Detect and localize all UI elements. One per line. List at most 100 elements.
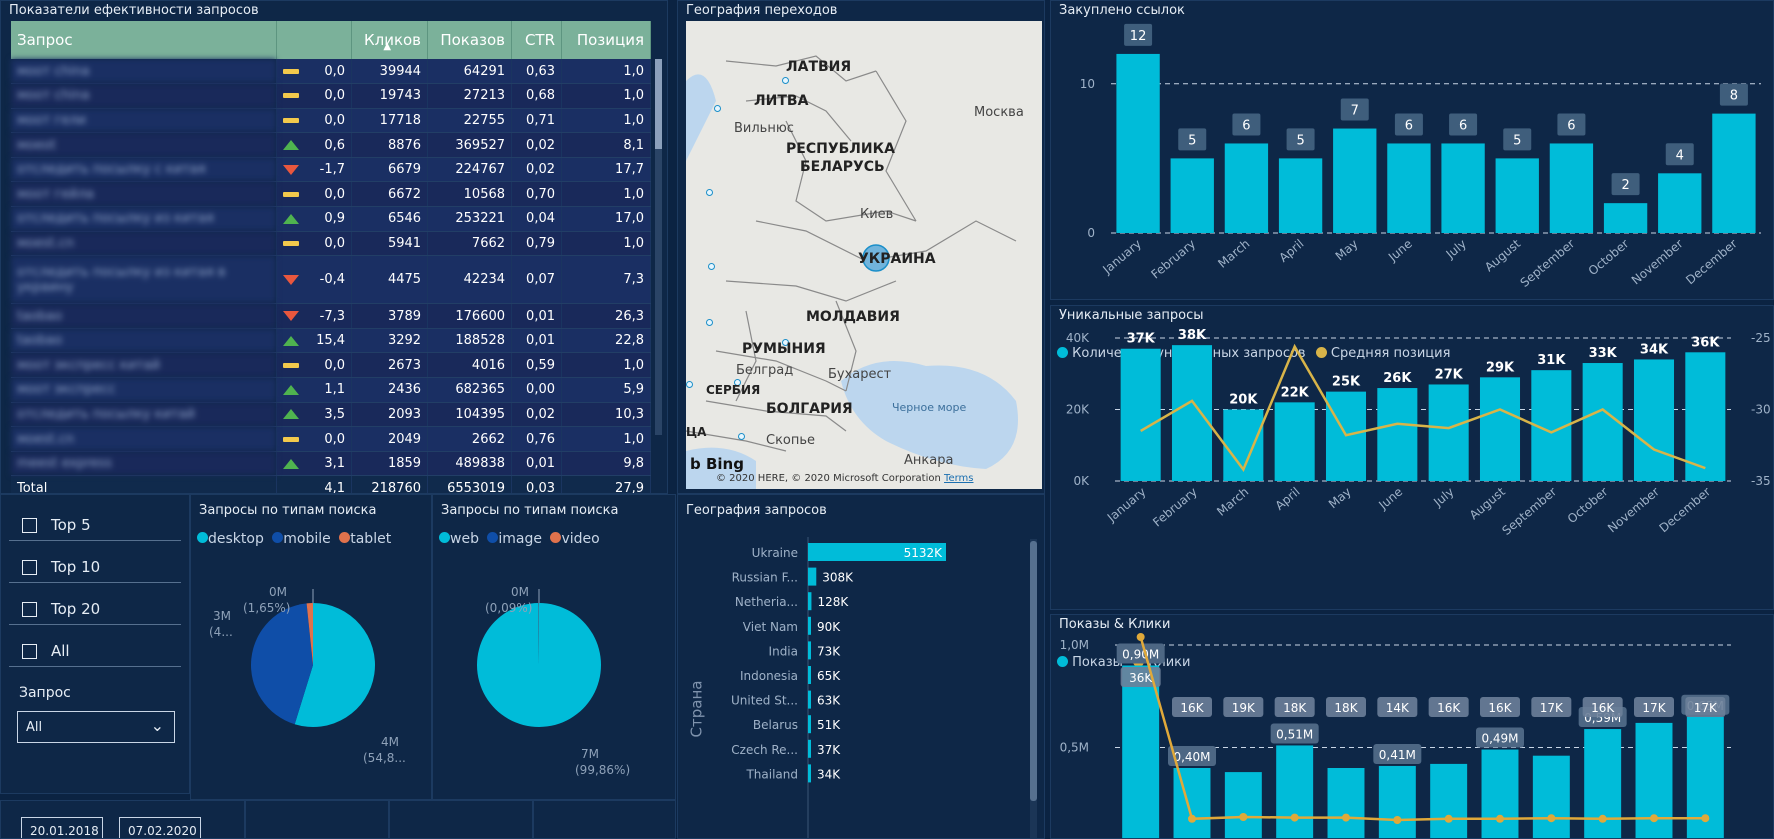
- bar[interactable]: [1173, 768, 1211, 839]
- bar[interactable]: [1224, 772, 1262, 839]
- map-point[interactable]: [738, 433, 745, 440]
- bar[interactable]: [1171, 345, 1213, 481]
- bar[interactable]: [1633, 359, 1675, 481]
- legend-item[interactable]: web: [450, 531, 479, 547]
- bar[interactable]: [1481, 749, 1519, 839]
- line-point[interactable]: [1444, 814, 1453, 823]
- line-point[interactable]: [1136, 633, 1145, 641]
- table-row[interactable]: taobao 15,4 3292 188528 0,01 22,8: [11, 328, 651, 354]
- series-line[interactable]: [1140, 343, 1706, 473]
- pie-slice[interactable]: [476, 603, 601, 727]
- map-point[interactable]: [782, 339, 789, 346]
- checkbox-box[interactable]: [22, 644, 37, 659]
- pie-slice[interactable]: [306, 603, 313, 665]
- line-point[interactable]: [1496, 814, 1504, 823]
- bar[interactable]: [1377, 388, 1418, 481]
- table-row[interactable]: taobao -7,3 3789 176600 0,01 26,3: [11, 303, 651, 329]
- legend-item[interactable]: tablet: [350, 531, 392, 547]
- bar[interactable]: [1495, 158, 1539, 233]
- table-row[interactable]: отследить посылку из китая в украину -0,4…: [11, 255, 651, 305]
- date-from-input[interactable]: 20.01.2018: [21, 817, 103, 838]
- legend-item[interactable]: Средняя позиция: [1330, 346, 1451, 361]
- table-row[interactable]: отследить посылку из китая 0,9 6546 253221 0…: [11, 206, 651, 232]
- bar[interactable]: [1333, 128, 1377, 233]
- bar[interactable]: [808, 592, 812, 611]
- col-header-ctr[interactable]: CTR: [511, 21, 562, 59]
- bar[interactable]: [1685, 352, 1726, 481]
- bar[interactable]: [1479, 377, 1521, 481]
- table-row[interactable]: моот экспресс 1,1 2436 682365 0,00 5,9: [11, 377, 651, 403]
- table-row[interactable]: моот гели 0,0 17718 22755 0,71 1,0: [11, 108, 651, 134]
- map-point[interactable]: [734, 379, 741, 386]
- checkbox-top20[interactable]: Top 20: [9, 589, 181, 625]
- bar[interactable]: [1603, 203, 1648, 233]
- legend-item[interactable]: mobile: [283, 531, 331, 547]
- bar[interactable]: [808, 666, 811, 684]
- bar[interactable]: [1116, 53, 1160, 233]
- bar[interactable]: [1170, 158, 1214, 233]
- map-point[interactable]: [714, 105, 721, 112]
- table-row[interactable]: моот экспресс китай 0,0 2673 4016 0,59 1,0: [11, 352, 651, 379]
- geo-map[interactable]: ЛАТВИЯ ЛИТВА Вильнюс РЕСПУБЛИКА БЕЛАРУСЬ…: [686, 21, 1042, 489]
- bar[interactable]: [808, 616, 811, 635]
- legend-item[interactable]: video: [561, 531, 600, 547]
- terms-link[interactable]: Terms: [944, 473, 974, 484]
- table-row[interactable]: отследить посылку китай 3,5 2093 104395 0,02…: [11, 402, 651, 428]
- bar[interactable]: [808, 641, 811, 660]
- line-point[interactable]: [1188, 814, 1196, 823]
- query-filter-dropdown[interactable]: All ⌄: [17, 711, 175, 743]
- line-point[interactable]: [1239, 813, 1248, 821]
- table-row[interactable]: моот гейла 0,0 6672 10568 0,70 1,0: [11, 181, 651, 208]
- bar[interactable]: [1441, 143, 1485, 233]
- col-header-position[interactable]: Позиция: [561, 21, 651, 59]
- line-point[interactable]: [1650, 814, 1658, 823]
- bar[interactable]: [1278, 158, 1323, 233]
- line-point[interactable]: [1393, 816, 1402, 824]
- checkbox-all[interactable]: All: [9, 631, 181, 667]
- legend-item[interactable]: Показы: [1072, 655, 1123, 670]
- line-point[interactable]: [1290, 813, 1299, 822]
- map-point[interactable]: [686, 381, 693, 388]
- bar[interactable]: [1327, 768, 1365, 839]
- bar[interactable]: [1120, 348, 1161, 481]
- series-line[interactable]: [1139, 636, 1706, 822]
- bar[interactable]: [1658, 173, 1702, 233]
- col-header-views[interactable]: Показов: [427, 21, 513, 59]
- table-row[interactable]: моеst.cn 0,0 2049 2662 0,76 1,0: [11, 426, 651, 452]
- table-row[interactable]: моеоt 0,6 8876 369527 0,02 8,1: [11, 132, 651, 158]
- col-header-query[interactable]: Запрос: [11, 21, 278, 59]
- checkbox-box[interactable]: [22, 518, 37, 533]
- bar[interactable]: [1712, 113, 1756, 233]
- table-row[interactable]: meest express 3,1 1859 489838 0,01 9,8: [11, 451, 651, 477]
- table-row[interactable]: отследить посылку с китая -1,7 6679 224767 0…: [11, 157, 651, 183]
- line-point[interactable]: [1342, 813, 1350, 822]
- bar[interactable]: [1122, 665, 1160, 839]
- bar[interactable]: [1276, 745, 1314, 839]
- table-row[interactable]: моот china 0,0 39944 64291 0,63 1,0: [11, 59, 651, 85]
- line-point[interactable]: [1547, 814, 1556, 823]
- bar[interactable]: [808, 715, 811, 734]
- bar[interactable]: [1274, 402, 1315, 481]
- map-point[interactable]: [706, 189, 713, 196]
- bar[interactable]: [1532, 755, 1570, 839]
- bar[interactable]: [808, 543, 946, 561]
- table-row[interactable]: моеst.cn 0,0 5941 7662 0,79 1,0: [11, 231, 651, 257]
- bar[interactable]: [808, 764, 811, 783]
- map-point[interactable]: [708, 263, 715, 270]
- table-scrollbar[interactable]: [655, 59, 662, 435]
- bar[interactable]: [808, 739, 811, 758]
- date-to-input[interactable]: 07.02.2020: [119, 817, 201, 838]
- bar[interactable]: [1387, 143, 1431, 233]
- bar[interactable]: [808, 567, 817, 586]
- bar[interactable]: [1430, 763, 1468, 839]
- chart-scrollbar[interactable]: [1030, 539, 1037, 838]
- pie-slice[interactable]: [294, 603, 376, 727]
- checkbox-top5[interactable]: Top 5: [9, 505, 181, 541]
- map-point[interactable]: [782, 77, 789, 84]
- legend-item[interactable]: desktop: [208, 531, 264, 547]
- checkbox-box[interactable]: [22, 560, 37, 575]
- checkbox-top10[interactable]: Top 10: [9, 547, 181, 583]
- bar[interactable]: [1224, 143, 1269, 233]
- line-point[interactable]: [1701, 814, 1710, 823]
- table-row[interactable]: моот china 0,0 19743 27213 0,68 1,0: [11, 83, 651, 109]
